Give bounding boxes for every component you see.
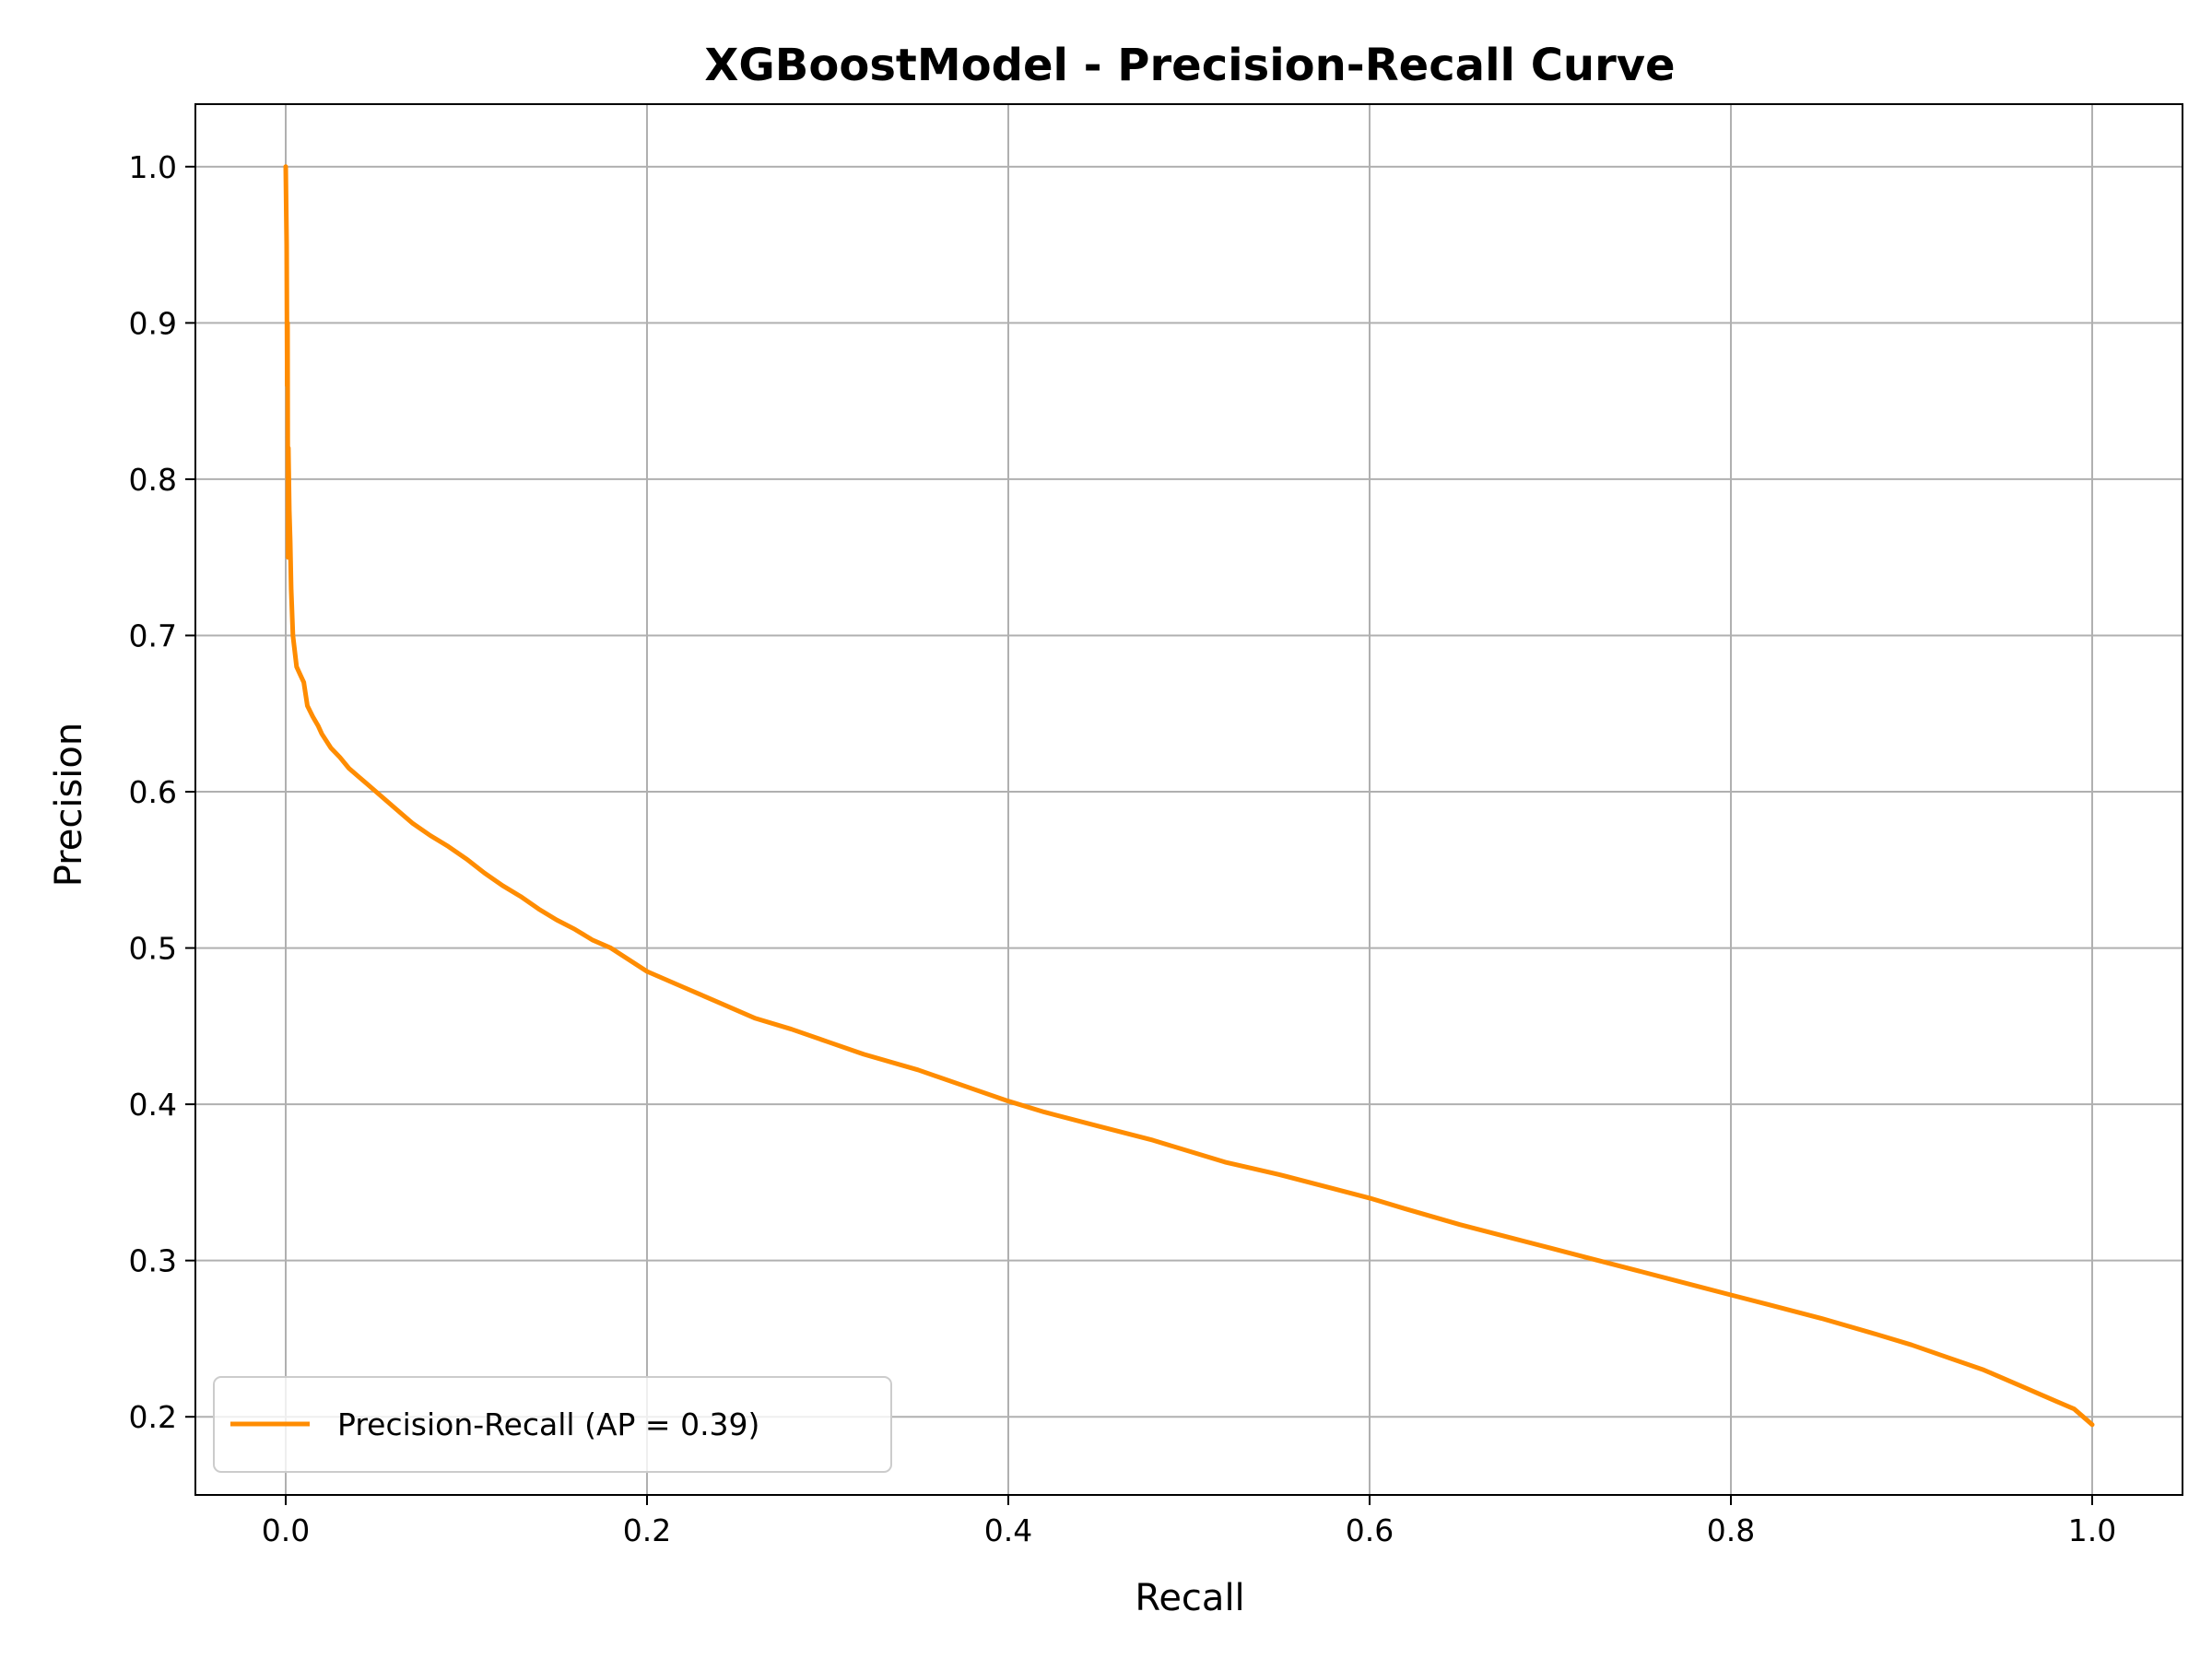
x-tick-label: 0.2 (623, 1512, 671, 1548)
y-axis-label: Precision (48, 723, 90, 887)
y-tick-label: 0.3 (129, 1243, 177, 1279)
x-tick-label: 0.0 (262, 1512, 310, 1548)
x-tick-label: 0.4 (984, 1512, 1032, 1548)
curve-layer (283, 164, 2095, 1428)
x-tick-label: 0.8 (1707, 1512, 1755, 1548)
x-axis-label: Recall (1135, 1577, 1244, 1619)
precision-recall-curve (283, 164, 2095, 1428)
y-tick-label: 0.4 (129, 1087, 177, 1123)
y-tick-label: 0.5 (129, 931, 177, 967)
legend-box (213, 1376, 892, 1473)
y-axis-ticks: 0.2 0.3 0.4 0.5 0.6 0.7 0.8 0.9 1.0 (129, 149, 195, 1435)
chart-title: XGBoostModel - Precision-Recall Curve (704, 40, 1675, 91)
y-tick-label: 0.7 (129, 618, 177, 653)
x-tick-label: 1.0 (2068, 1512, 2116, 1548)
y-tick-label: 1.0 (129, 149, 177, 185)
y-tick-label: 0.8 (129, 462, 177, 498)
legend: Precision-Recall (AP = 0.39) (213, 1376, 892, 1473)
y-tick-label: 0.6 (129, 774, 177, 810)
plot-area-frame (194, 103, 2183, 1496)
grid-lines (195, 104, 2183, 1495)
legend-label: Precision-Recall (AP = 0.39) (337, 1406, 759, 1442)
x-tick-label: 0.6 (1346, 1512, 1394, 1548)
y-tick-label: 0.2 (129, 1399, 177, 1435)
x-axis-ticks: 0.0 0.2 0.4 0.6 0.8 1.0 (262, 1495, 2116, 1548)
y-tick-label: 0.9 (129, 305, 177, 341)
